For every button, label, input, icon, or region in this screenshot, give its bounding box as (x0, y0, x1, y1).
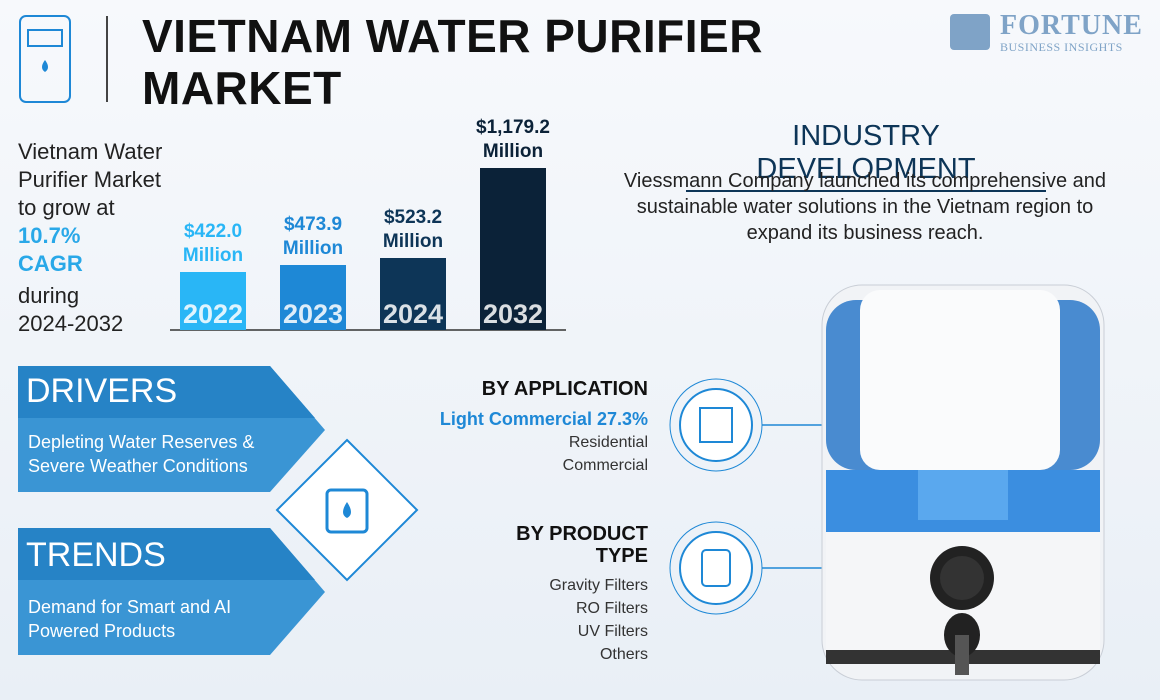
segment-item: UV Filters (577, 623, 648, 640)
industry-title: INDUSTRY DEVELOPMENT (686, 120, 1046, 192)
segment-title: BY APPLICATION (481, 378, 648, 400)
industry-text: Viessmann Company launched its comprehen… (623, 170, 1107, 244)
center-icon (325, 488, 369, 534)
segment-icon (679, 388, 753, 462)
summary-cagr: 10.7% CAGR (18, 223, 83, 276)
drivers-text: Depleting Water Reserves & Severe Weathe… (28, 432, 255, 476)
segment-title: BY PRODUCT TYPE (516, 523, 648, 567)
segment-icon (699, 407, 733, 443)
bar: 2032 (480, 167, 546, 330)
segment-icon (679, 531, 753, 605)
trends-title: TRENDS (26, 536, 166, 574)
segment-item: Gravity Filters (549, 577, 648, 594)
logo-mark (950, 14, 990, 50)
bar-chart: 2022 $422.0 Million 2023 $473.9 Million 2024… (170, 110, 566, 330)
x-tick-label: 2022 (182, 299, 244, 329)
segment-list: Gravity Filters RO Filters UV Filters Other… (549, 574, 648, 666)
data-label: $1,179.2 Million (476, 116, 550, 162)
center-icon (343, 502, 351, 518)
data-label: $422.0 Million (182, 220, 244, 266)
purifier (821, 284, 1105, 681)
bar: 2022 (180, 271, 246, 330)
x-tick-label: 2024 (382, 299, 444, 329)
segment-list: Light Commercial 27.3% Residential Commerc… (440, 408, 648, 477)
x-tick-label: 2023 (282, 299, 344, 329)
x-tick-label: 2032 (482, 299, 544, 329)
bar: 2024 (380, 258, 446, 330)
title: VIETNAM WATER PURIFIER MARKET (142, 10, 763, 114)
segment-item: Commercial (562, 457, 648, 474)
header-icon (27, 29, 63, 47)
summary-period: during 2024-2032 (18, 283, 124, 336)
segment-item: Light Commercial 27.3% (439, 409, 648, 429)
logo-subtitle: BUSINESS INSIGHTS (1000, 40, 1123, 54)
summary-intro: Vietnam Water Purifier Market to grow at (18, 139, 163, 220)
segment-item: RO Filters (576, 600, 648, 617)
data-label: $473.9 Million (282, 213, 344, 259)
segment-item: Residential (568, 434, 648, 451)
header-icon (19, 15, 71, 103)
trends-text: Demand for Smart and AI Powered Products (28, 597, 232, 641)
header-icon (42, 60, 48, 72)
segment-icon (701, 549, 731, 587)
logo-name: FORTUNE (1000, 10, 1143, 41)
banner (18, 366, 315, 418)
banner (18, 528, 315, 580)
bar: 2023 (280, 264, 346, 330)
segment-item: Others (599, 646, 648, 663)
drivers-title: DRIVERS (26, 372, 178, 410)
data-label: $523.2 Million (382, 207, 444, 253)
